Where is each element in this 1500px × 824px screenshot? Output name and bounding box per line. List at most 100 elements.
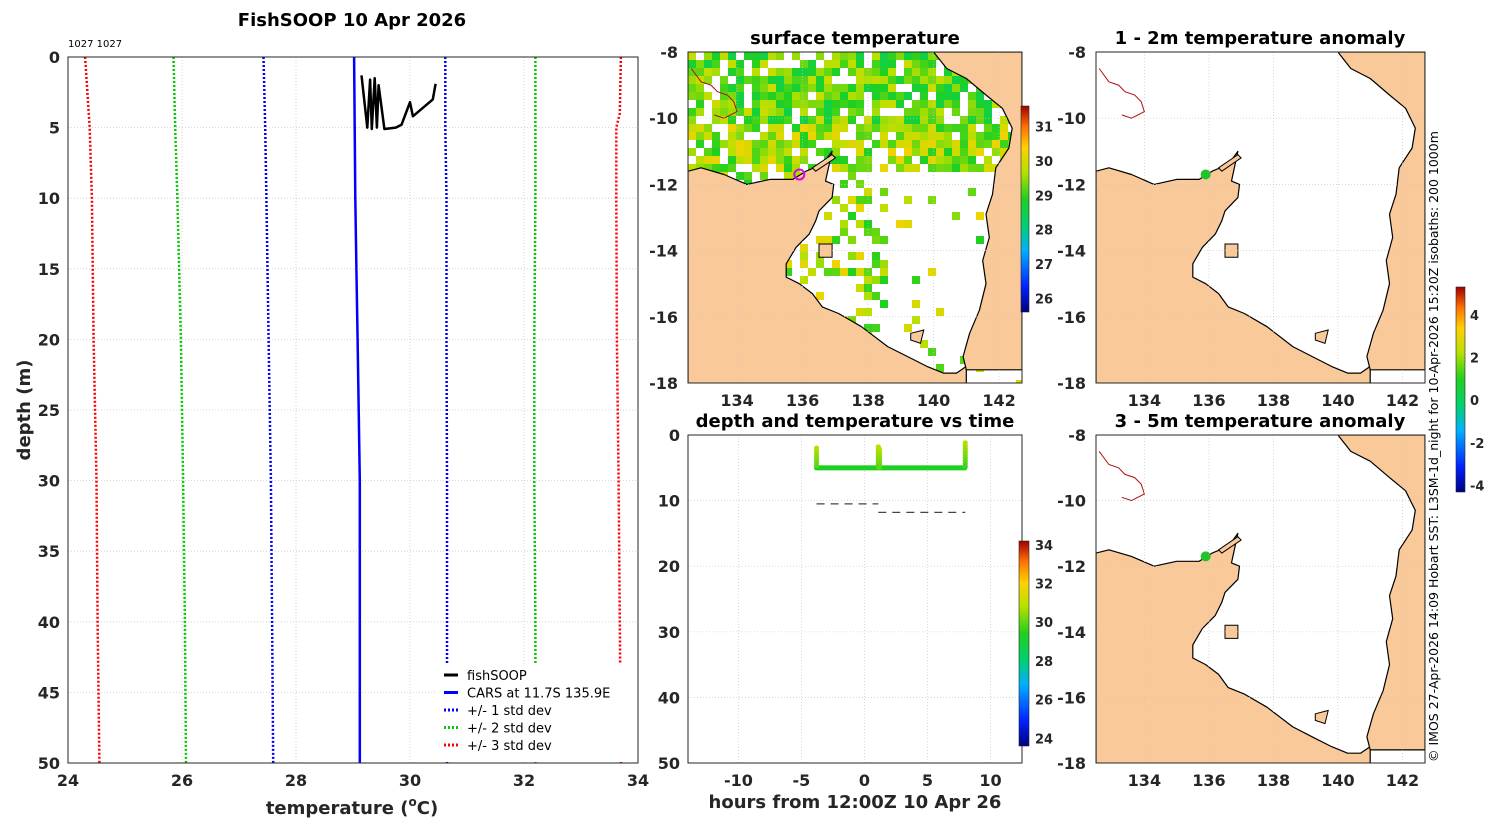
sst-cell [776, 92, 784, 100]
sst-cell [912, 164, 920, 172]
sst-cell [712, 108, 720, 116]
sst-cell [912, 124, 920, 132]
sst-cell [688, 68, 696, 76]
y-tick-label: -10 [649, 109, 678, 128]
y-tick-label: -12 [1057, 175, 1086, 194]
anomaly-1-2m-y-ticks: -8 -10 -12 -14 -16 -18 [1057, 43, 1086, 393]
sst-cell [888, 100, 896, 108]
sst-cell [816, 92, 824, 100]
sst-cell [768, 124, 776, 132]
sst-cell [896, 132, 904, 140]
profile-y-label: depth (m) [14, 360, 35, 461]
sst-cell [792, 172, 800, 180]
sst-cell [968, 116, 976, 124]
colorbar-tick-label: 26 [1035, 694, 1053, 709]
sst-cell [792, 68, 800, 76]
sst-cell [688, 148, 696, 156]
sst-cell [928, 196, 936, 204]
sst-cell [880, 164, 888, 172]
y-tick-label: -14 [649, 242, 678, 261]
sst-cell [864, 188, 872, 196]
sst-cell [784, 76, 792, 84]
x-tick-label: 134 [1128, 771, 1161, 790]
sst-cell [736, 148, 744, 156]
x-tick-label: 136 [786, 391, 819, 410]
anomaly-1-2m-map-mainland [1096, 150, 1371, 383]
sst-cell [968, 92, 976, 100]
x-tick-label: 30 [399, 771, 421, 790]
sst-cell [888, 76, 896, 84]
sst-cell [856, 92, 864, 100]
land-mass [688, 52, 1022, 383]
sst-cell [848, 196, 856, 204]
sst-cell [912, 132, 920, 140]
sst-cell [752, 68, 760, 76]
sst-cell [864, 164, 872, 172]
sst-cell [712, 156, 720, 164]
surface-map-island-0 [811, 153, 837, 172]
sst-cell [832, 156, 840, 164]
sst-cell [888, 124, 896, 132]
sst-cell [1000, 148, 1008, 156]
sst-cell [856, 308, 864, 316]
sst-cell [816, 132, 824, 140]
colorbar-tick-label: 27 [1035, 258, 1053, 273]
sst-cell [936, 156, 944, 164]
sst-cell [872, 228, 880, 236]
sst-cell [800, 116, 808, 124]
sst-cell [840, 92, 848, 100]
colorbar-tick-label: 30 [1035, 155, 1053, 170]
y-tick-label: -10 [1057, 492, 1086, 511]
anomaly-1-2m-map-cape-york [1337, 52, 1425, 371]
colorbar-tick-label: 32 [1035, 578, 1053, 593]
map-grid [688, 52, 1022, 383]
surface-temp-title: surface temperature [750, 28, 960, 49]
sst-cell [848, 172, 856, 180]
sst-cell [920, 116, 928, 124]
sst-cell [784, 92, 792, 100]
sst-cell [800, 100, 808, 108]
sst-cell [712, 132, 720, 140]
x-tick-label: 142 [1386, 391, 1419, 410]
sst-cell [936, 92, 944, 100]
anomaly-1-2m-map [1096, 52, 1425, 383]
sst-cell [944, 132, 952, 140]
sst-cell [976, 132, 984, 140]
sst-cell [920, 60, 928, 68]
sst-cell [784, 268, 792, 276]
sst-cell [832, 196, 840, 204]
sst-cell [880, 132, 888, 140]
y-tick-label: 25 [38, 401, 60, 420]
anomaly-3-5m-y-ticks: -8 -10 -12 -14 -16 -18 [1057, 426, 1086, 773]
sst-cell [736, 132, 744, 140]
sst-cell [784, 100, 792, 108]
sst-cell [952, 156, 960, 164]
land-mass [1096, 435, 1425, 763]
y-tick-label: 45 [38, 683, 60, 702]
sst-cell [968, 148, 976, 156]
series-line-0 [360, 75, 437, 131]
sst-cell [976, 236, 984, 244]
sst-cell [768, 100, 776, 108]
x-tick-label: 140 [917, 391, 950, 410]
sst-cell [928, 84, 936, 92]
sst-cell [872, 236, 880, 244]
x-tick-label: 142 [982, 391, 1015, 410]
sst-cell [920, 156, 928, 164]
sst-cell [912, 300, 920, 308]
sst-cell [928, 116, 936, 124]
sst-cell [848, 212, 856, 220]
sst-cell [912, 68, 920, 76]
sst-cell [1000, 140, 1008, 148]
y-tick-label: 30 [38, 472, 60, 491]
sst-cell [912, 140, 920, 148]
sst-cell [760, 172, 768, 180]
sst-cell [856, 108, 864, 116]
depth-time-y-ticks: 0 10 20 30 40 50 [658, 426, 680, 773]
sst-cell [872, 260, 880, 268]
sst-cell [936, 308, 944, 316]
y-tick-label: 15 [38, 260, 60, 279]
sst-cell [904, 196, 912, 204]
sst-cell [888, 140, 896, 148]
sst-cell [856, 156, 864, 164]
